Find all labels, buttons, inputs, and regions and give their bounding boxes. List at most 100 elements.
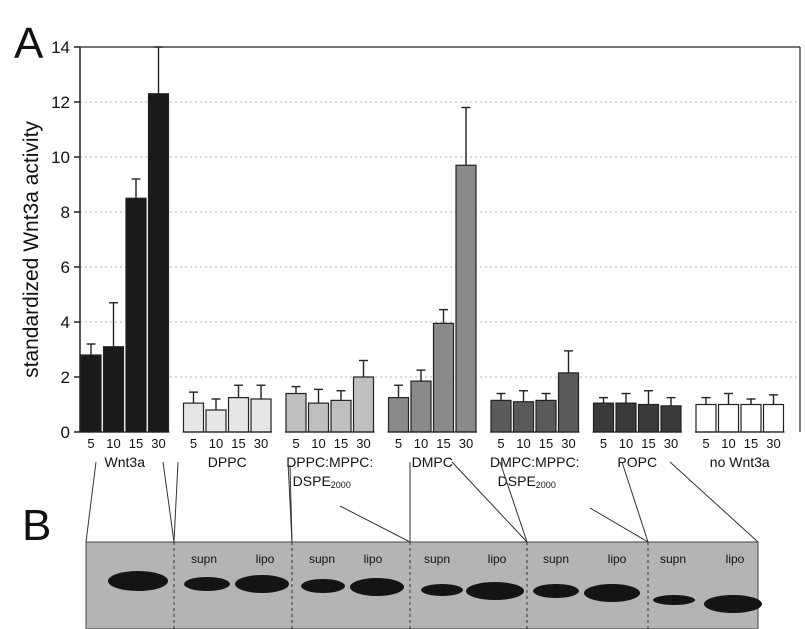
- bar: [717, 403, 740, 433]
- group-label: DPPC:MPPC:: [286, 454, 373, 470]
- bar-group-2: 5 10 15 30 DPPC:MPPC: DSPE2000: [285, 359, 375, 490]
- connector-line: [499, 461, 528, 543]
- x-tick-label: 10: [311, 436, 325, 451]
- bar: [592, 402, 615, 433]
- blot-band: [184, 577, 230, 591]
- bar: [182, 402, 205, 433]
- y-tick-label: 4: [61, 313, 70, 332]
- blot-band: [235, 575, 289, 593]
- x-tick-label: 5: [395, 436, 402, 451]
- bar: [637, 403, 660, 433]
- bar: [615, 402, 637, 433]
- blot-band: [350, 578, 404, 596]
- group-label-subscript: 2000: [331, 480, 351, 490]
- x-tick-label: 10: [414, 436, 428, 451]
- x-tick-label: 30: [151, 436, 165, 451]
- bar: [227, 397, 250, 433]
- bar: [410, 380, 432, 433]
- blot-band: [533, 584, 579, 598]
- blot-lane-label: lipo: [726, 552, 745, 566]
- connector-line: [339, 505, 411, 543]
- x-tick-label: 10: [209, 436, 223, 451]
- y-tick-label: 10: [51, 148, 70, 167]
- bar: [307, 402, 330, 433]
- x-tick-label: 10: [721, 436, 735, 451]
- x-tick-label: 30: [254, 436, 268, 451]
- y-axis-label: standardized Wnt3a activity: [20, 121, 43, 378]
- blot-lane-label: supn: [309, 552, 335, 566]
- bar: [250, 398, 272, 433]
- x-tick-label: 5: [292, 436, 299, 451]
- x-tick-label: 5: [702, 436, 709, 451]
- blot-band: [108, 571, 168, 591]
- y-tick-label: 12: [51, 93, 70, 112]
- connector-line: [451, 461, 528, 543]
- blot-band: [704, 595, 762, 613]
- group-label-line2: DSPE2000: [293, 473, 351, 490]
- bar: [330, 399, 352, 433]
- bar: [512, 401, 535, 433]
- x-tick-label: 5: [497, 436, 504, 451]
- blot-lane-label: supn: [191, 552, 217, 566]
- blot-lane-label: supn: [543, 552, 569, 566]
- blot-lane-label: lipo: [364, 552, 383, 566]
- x-tick-label: 30: [561, 436, 575, 451]
- y-tick-label: 14: [51, 38, 70, 57]
- bar: [125, 197, 147, 433]
- connector-line: [589, 507, 649, 543]
- bar: [695, 403, 717, 433]
- x-tick-label: 30: [664, 436, 678, 451]
- connector-line: [621, 461, 649, 543]
- x-tick-label: 15: [436, 436, 450, 451]
- bar: [432, 322, 455, 433]
- x-tick-label: 15: [641, 436, 655, 451]
- group-connectors: [85, 461, 759, 543]
- bar: [660, 405, 682, 433]
- group-label: DPPC: [208, 454, 247, 470]
- y-tick-label: 0: [61, 423, 70, 442]
- bar-group-0: 5 10 15 30 Wnt3a: [80, 46, 170, 470]
- blot-lane-label: lipo: [488, 552, 507, 566]
- bar: [205, 409, 227, 433]
- bar: [285, 392, 307, 433]
- bar: [490, 399, 512, 433]
- y-tick-label: 8: [61, 203, 70, 222]
- connector-line: [85, 461, 97, 543]
- x-tick-label: 5: [600, 436, 607, 451]
- blot-band: [653, 595, 695, 605]
- group-label: no Wnt3a: [710, 454, 770, 470]
- x-tick-label: 30: [356, 436, 370, 451]
- connector-line: [162, 461, 175, 543]
- group-label: Wnt3a: [105, 454, 146, 470]
- blot-lane-label: lipo: [256, 552, 275, 566]
- bar: [557, 372, 580, 433]
- bar: [352, 376, 375, 433]
- group-label: DMPC: [412, 454, 453, 470]
- x-tick-label: 15: [334, 436, 348, 451]
- panel-b-letter: B: [22, 501, 51, 550]
- bar-group-3: 5 10 15 30 DMPC: [387, 106, 477, 470]
- bar: [102, 346, 125, 433]
- bar: [740, 403, 762, 433]
- y-tick-label: 2: [61, 368, 70, 387]
- blot-band: [584, 584, 640, 602]
- blot-band: [466, 582, 524, 600]
- bar-group-1: 5 10 15 30 DPPC: [182, 384, 272, 470]
- connector-line: [173, 461, 179, 543]
- group-label: POPC: [617, 454, 657, 470]
- blot-lane-label: supn: [660, 552, 686, 566]
- panel-a-letter: A: [14, 19, 44, 68]
- bar: [147, 93, 170, 433]
- x-tick-label: 15: [744, 436, 758, 451]
- bar-group-5: 5 10 15 30 POPC: [592, 390, 682, 470]
- bar: [455, 164, 477, 433]
- x-tick-label: 30: [459, 436, 473, 451]
- x-tick-label: 5: [87, 436, 94, 451]
- connector-line: [669, 461, 759, 543]
- group-label-subscript: 2000: [536, 480, 556, 490]
- blot-lane-label: lipo: [608, 552, 627, 566]
- bar: [535, 399, 557, 433]
- blot-band: [421, 584, 463, 596]
